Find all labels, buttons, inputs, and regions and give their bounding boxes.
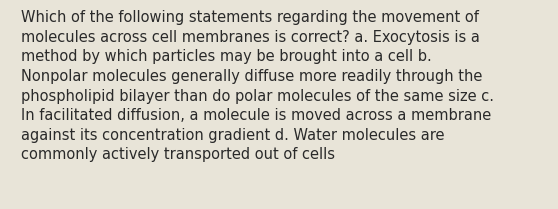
Text: Which of the following statements regarding the movement of
molecules across cel: Which of the following statements regard… bbox=[21, 10, 494, 162]
